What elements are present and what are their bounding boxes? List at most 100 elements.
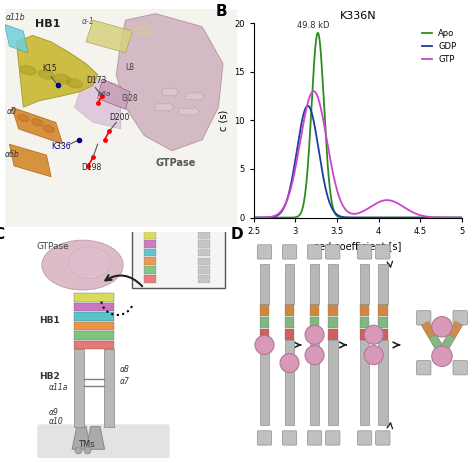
FancyArrow shape: [179, 106, 200, 116]
FancyBboxPatch shape: [283, 245, 297, 259]
Bar: [74, 303, 115, 311]
Bar: [378, 340, 388, 425]
GDP: [251, 215, 256, 220]
Apo: [261, 215, 267, 220]
GDP: [415, 215, 421, 220]
FancyBboxPatch shape: [326, 431, 340, 445]
GTP: [352, 211, 358, 217]
Bar: [198, 240, 210, 248]
Title: K336N: K336N: [339, 11, 376, 21]
Bar: [310, 264, 319, 304]
Text: α0: α0: [7, 106, 17, 116]
Text: α9: α9: [49, 408, 59, 417]
Bar: [74, 331, 115, 340]
Circle shape: [255, 335, 274, 355]
GDP: [305, 103, 310, 109]
Bar: [74, 312, 115, 321]
Apo: [251, 215, 256, 220]
Text: D: D: [230, 227, 243, 242]
Text: HB1: HB1: [35, 19, 60, 29]
Text: α6b: α6b: [5, 150, 19, 159]
Polygon shape: [421, 321, 436, 338]
Circle shape: [280, 354, 299, 373]
Apo: [352, 215, 358, 220]
Polygon shape: [5, 25, 28, 53]
GTP: [453, 215, 459, 220]
GDP: [352, 215, 358, 220]
FancyArrow shape: [155, 102, 174, 112]
Circle shape: [432, 346, 452, 367]
Bar: [260, 317, 269, 328]
Polygon shape: [74, 75, 121, 129]
Bar: [74, 322, 115, 331]
Bar: [360, 340, 369, 425]
Text: D173: D173: [86, 76, 106, 85]
Text: 49.8 kD: 49.8 kD: [297, 21, 330, 30]
Polygon shape: [440, 334, 455, 351]
FancyArrow shape: [163, 87, 179, 97]
Ellipse shape: [32, 119, 43, 126]
Text: α10: α10: [49, 417, 64, 426]
Ellipse shape: [43, 125, 55, 132]
Bar: [132, 225, 226, 288]
Text: GTPase: GTPase: [36, 243, 69, 251]
Text: C: C: [0, 227, 4, 242]
Bar: [144, 240, 155, 248]
Bar: [310, 317, 319, 328]
Bar: [378, 329, 388, 340]
GTP: [459, 215, 465, 220]
Apo: [453, 215, 459, 220]
Circle shape: [364, 325, 383, 344]
FancyBboxPatch shape: [375, 431, 390, 445]
FancyArrow shape: [186, 91, 204, 101]
GTP: [261, 215, 267, 220]
Text: D200: D200: [109, 113, 129, 122]
Bar: [310, 305, 319, 316]
Polygon shape: [116, 13, 223, 151]
Bar: [198, 275, 210, 282]
Circle shape: [432, 317, 452, 337]
Apo: [459, 215, 465, 220]
Line: GTP: GTP: [254, 91, 462, 218]
FancyBboxPatch shape: [283, 431, 297, 445]
Bar: [328, 317, 337, 328]
Bar: [360, 317, 369, 328]
Bar: [260, 264, 269, 304]
Circle shape: [364, 345, 383, 365]
Bar: [285, 264, 294, 304]
Bar: [285, 305, 294, 316]
GTP: [415, 212, 421, 217]
FancyBboxPatch shape: [453, 361, 467, 375]
Ellipse shape: [42, 240, 123, 290]
Text: HB2: HB2: [39, 372, 60, 381]
GDP: [347, 215, 353, 220]
Bar: [285, 317, 294, 328]
FancyBboxPatch shape: [357, 245, 372, 259]
Bar: [144, 249, 155, 257]
Bar: [285, 340, 294, 425]
FancyBboxPatch shape: [307, 431, 322, 445]
Text: D198: D198: [82, 163, 101, 172]
FancyBboxPatch shape: [326, 245, 340, 259]
Bar: [328, 264, 337, 304]
FancyBboxPatch shape: [257, 245, 272, 259]
FancyBboxPatch shape: [417, 361, 431, 375]
GTP: [251, 215, 256, 220]
Bar: [378, 305, 388, 316]
Legend: Apo, GDP, GTP: Apo, GDP, GTP: [420, 27, 458, 66]
Text: α7: α7: [120, 376, 129, 386]
Bar: [198, 267, 210, 274]
Polygon shape: [16, 35, 98, 107]
Bar: [104, 350, 115, 426]
FancyBboxPatch shape: [417, 311, 431, 325]
Bar: [74, 293, 115, 302]
Polygon shape: [72, 426, 91, 449]
Polygon shape: [433, 347, 447, 364]
Bar: [310, 329, 319, 340]
X-axis label: sed coefficient [s]: sed coefficient [s]: [314, 241, 401, 251]
FancyBboxPatch shape: [375, 245, 390, 259]
Polygon shape: [9, 144, 51, 177]
FancyBboxPatch shape: [257, 431, 272, 445]
Bar: [260, 329, 269, 340]
Bar: [144, 232, 155, 239]
